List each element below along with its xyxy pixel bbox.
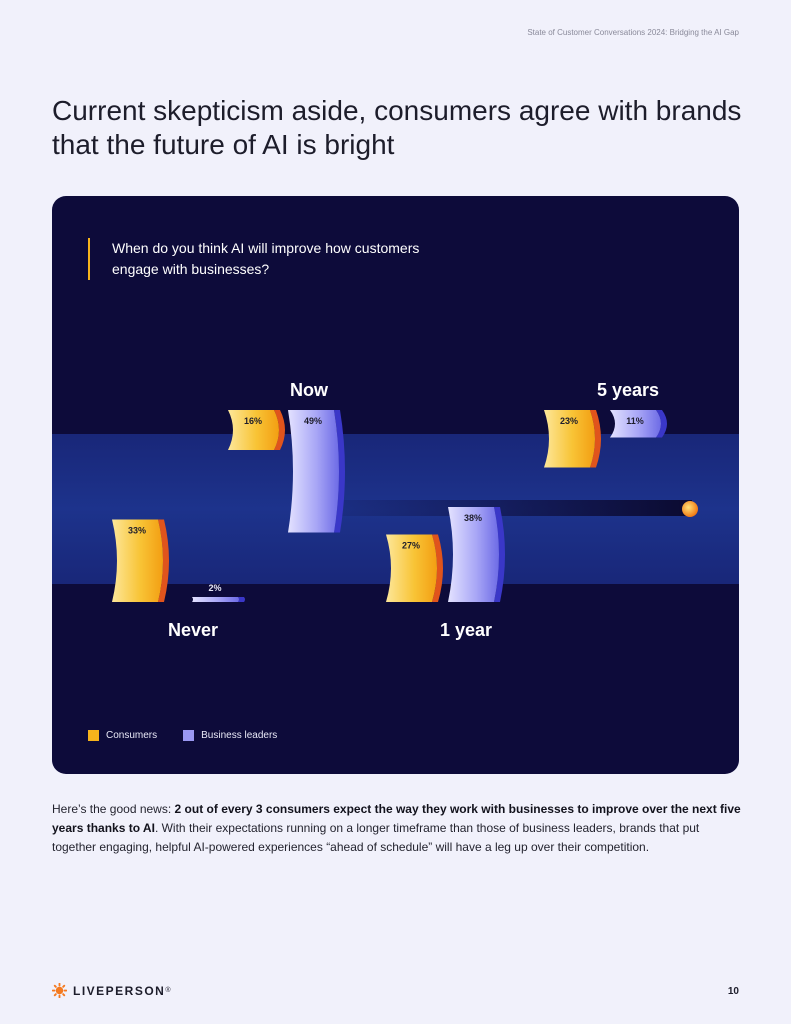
category-label-5-years: 5 years <box>597 380 659 400</box>
value-label-business-leaders-5-years: 11% <box>626 416 644 426</box>
chart-legend: Consumers Business leaders <box>88 730 303 741</box>
timeline-end-dot <box>682 501 698 517</box>
body-highlight: 2 out of every 3 consumers expect the wa… <box>52 802 741 835</box>
liveperson-sun-icon <box>52 983 67 998</box>
body-intro: Here’s the good news: <box>52 802 175 816</box>
bar-consumers-1-year <box>386 534 437 602</box>
value-label-consumers-5-years: 23% <box>560 416 578 426</box>
chart-card: When do you think AI will improve how cu… <box>52 196 739 774</box>
page-number: 10 <box>727 986 739 997</box>
bar-consumers-now <box>228 410 279 450</box>
bar-business-leaders-now <box>288 410 339 533</box>
bar-consumers-5-years <box>544 410 595 468</box>
body-paragraph: Here’s the good news: 2 out of every 3 c… <box>52 800 742 857</box>
bar-side-consumers-1-year <box>432 534 443 602</box>
running-header: State of Customer Conversations 2024: Br… <box>527 28 739 37</box>
bar-side-business-leaders-never <box>238 597 245 602</box>
bar-side-business-leaders-1-year <box>494 507 505 602</box>
footer-brand: LIVEPERSON <box>73 983 166 998</box>
category-label-never: Never <box>168 620 218 640</box>
value-label-consumers-1-year: 27% <box>402 541 420 551</box>
value-label-consumers-never: 33% <box>128 526 146 536</box>
bar-side-business-leaders-5-years <box>656 410 667 438</box>
bar-side-consumers-never <box>158 519 169 602</box>
body-rest: . With their expectations running on a l… <box>52 821 700 854</box>
bar-consumers-never <box>112 519 163 602</box>
value-label-business-leaders-1-year: 38% <box>464 513 482 523</box>
bar-side-consumers-now <box>274 410 285 450</box>
value-label-business-leaders-now: 49% <box>304 416 322 426</box>
value-label-business-leaders-never: 2% <box>208 583 221 593</box>
footer-logo: LIVEPERSON ® <box>52 983 172 998</box>
bar-side-consumers-5-years <box>590 410 601 468</box>
legend-swatch-business-leaders <box>183 730 195 741</box>
footer-trademark: ® <box>165 987 173 994</box>
legend-label-business-leaders: Business leaders <box>201 730 278 741</box>
page-title: Current skepticism aside, consumers agre… <box>52 95 742 160</box>
chart-question: When do you think AI will improve how cu… <box>88 238 432 280</box>
bar-business-leaders-5-years <box>610 410 661 438</box>
chart-svg: 33% 2% Never 16% 49% Now 27% 38% 1 year 23% 11% 5 y… <box>52 380 739 640</box>
legend-item-consumers: Consumers <box>88 730 157 741</box>
value-label-consumers-now: 16% <box>244 416 262 426</box>
category-label-1-year: 1 year <box>440 620 492 640</box>
bar-side-business-leaders-now <box>334 410 345 533</box>
legend-label-consumers: Consumers <box>106 730 158 741</box>
legend-item-business-leaders: Business leaders <box>183 730 277 741</box>
category-label-now: Now <box>290 380 329 400</box>
bar-business-leaders-1-year <box>448 507 499 602</box>
legend-swatch-consumers <box>88 730 99 741</box>
bar-business-leaders-never <box>192 597 239 602</box>
